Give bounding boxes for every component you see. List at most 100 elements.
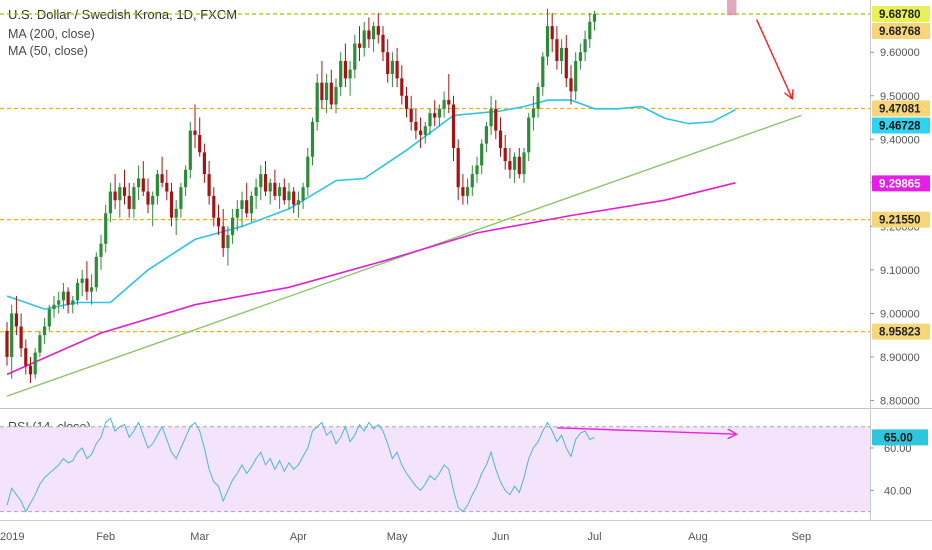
candle-body	[245, 200, 249, 214]
candle-body	[428, 113, 432, 127]
candle-body	[419, 130, 423, 135]
candle-body	[127, 195, 131, 209]
candle-body	[14, 313, 18, 327]
candle-body	[263, 174, 268, 192]
candle-body	[531, 108, 535, 118]
rsi-tick-label: 60.00	[884, 443, 912, 455]
ma50-line	[6, 99, 736, 310]
candle-body	[226, 235, 230, 249]
candle-body	[174, 208, 178, 218]
price-tick-label: 8.80000	[880, 395, 920, 407]
candle-body	[122, 187, 127, 196]
price-tick-label: 8.90000	[880, 352, 920, 364]
candle-body	[503, 148, 507, 162]
candle-body	[306, 156, 310, 188]
candle-body	[315, 82, 319, 122]
price-tick-label: 9.10000	[880, 265, 920, 277]
candle-body	[19, 326, 23, 349]
candle-body	[325, 82, 329, 101]
candle-body	[212, 195, 216, 218]
candle-body	[207, 174, 211, 196]
candle-body	[43, 326, 47, 336]
candle-body	[564, 47, 568, 79]
time-label: Mar	[190, 531, 209, 543]
rsi-current-label: 65.00	[884, 432, 913, 444]
rsi-line	[6, 417, 595, 513]
candle-body	[508, 161, 512, 170]
candle-body	[357, 43, 362, 48]
candle-body	[334, 87, 338, 105]
candle-body	[353, 43, 357, 70]
candle-body	[282, 187, 286, 201]
candle-body	[390, 60, 394, 74]
candle-body	[466, 187, 470, 196]
candle-body	[541, 56, 545, 88]
price-label-bg	[872, 100, 930, 117]
candle-body	[475, 165, 479, 175]
candle-body	[414, 121, 418, 131]
candle-body	[583, 39, 587, 53]
candle-body	[386, 52, 390, 74]
candle-body	[451, 104, 456, 148]
candle-body	[536, 87, 540, 109]
highlight-box	[727, 0, 737, 16]
candle-body	[28, 365, 33, 375]
price-label-bg	[872, 323, 930, 340]
candle-body	[94, 256, 98, 288]
candle-body	[433, 113, 437, 118]
price-tick-label: 9.60000	[880, 47, 920, 59]
candle-body	[108, 191, 112, 214]
price-label: 9.68768	[879, 26, 921, 38]
candle-body	[348, 69, 352, 79]
candle-body	[470, 174, 474, 188]
price-tick-label: 9.40000	[880, 134, 920, 146]
time-label: Jun	[492, 531, 510, 543]
ma200-legend[interactable]: MA (200, close)	[8, 27, 95, 41]
candle-body	[292, 191, 296, 205]
candle-body	[24, 348, 28, 366]
candle-body	[85, 278, 89, 292]
candle-body	[198, 134, 202, 153]
candle-body	[231, 217, 235, 236]
candle-body	[90, 287, 94, 292]
candle-body	[588, 21, 592, 40]
candle-body	[395, 60, 399, 79]
ma50-legend[interactable]: MA (50, close)	[8, 44, 88, 58]
rsi-band	[0, 426, 870, 512]
candle-body	[560, 47, 564, 61]
candle-body	[527, 117, 531, 153]
candle-body	[437, 108, 441, 118]
price-label: 8.95823	[879, 327, 921, 339]
candle-body	[480, 143, 484, 166]
candle-body	[141, 178, 145, 192]
price-label-bg	[872, 211, 930, 228]
candle-body	[329, 82, 333, 105]
price-label-bg	[872, 117, 930, 134]
candle-body	[494, 108, 498, 131]
candle-body	[118, 187, 122, 201]
candle-body	[339, 60, 343, 88]
candle-body	[545, 26, 550, 57]
candle-body	[165, 182, 169, 192]
candle-body	[61, 291, 65, 301]
candle-body	[38, 335, 42, 353]
candle-body	[113, 191, 117, 201]
candle-body	[310, 121, 315, 157]
candle-body	[151, 195, 155, 205]
candle-body	[235, 208, 239, 218]
candle-body	[550, 26, 554, 40]
candle-body	[52, 304, 56, 310]
candle-body	[592, 14, 597, 22]
candle-body	[442, 100, 446, 109]
candle-body	[202, 152, 206, 175]
time-label: Sep	[792, 531, 812, 543]
time-label: Aug	[688, 531, 708, 543]
candle-body	[343, 60, 347, 79]
candle-body	[193, 130, 197, 135]
ma200-line	[6, 182, 736, 376]
candle-body	[296, 200, 300, 205]
price-label: 9.29865	[879, 178, 921, 190]
candle-body	[221, 226, 225, 249]
candle-body	[522, 152, 526, 175]
